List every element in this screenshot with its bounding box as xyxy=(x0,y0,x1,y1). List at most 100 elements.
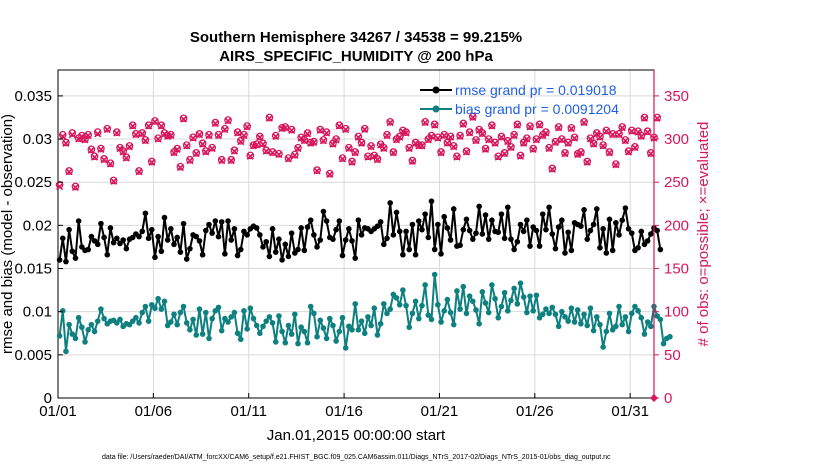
obs-evaluated-point xyxy=(195,131,204,139)
obs-evaluated-point xyxy=(510,132,518,140)
obs-possible-point xyxy=(500,149,509,157)
obs-possible-point xyxy=(395,132,404,141)
rmse-point xyxy=(489,217,495,223)
obs-possible-point xyxy=(557,135,566,143)
bias-series xyxy=(56,271,673,355)
bias-point xyxy=(393,295,400,301)
bias-point xyxy=(419,302,425,309)
obs-possible-point xyxy=(621,136,630,144)
rmse-point xyxy=(590,221,597,228)
obs-evaluated-point xyxy=(431,121,439,129)
bias-point xyxy=(206,335,212,342)
obs-evaluated-point xyxy=(609,131,617,139)
rmse-point xyxy=(342,237,349,243)
obs-possible-point xyxy=(125,142,134,150)
obs-evaluated-point xyxy=(268,149,277,157)
bias-point xyxy=(431,271,438,278)
bias-point xyxy=(543,306,549,312)
obs-possible-point xyxy=(360,124,369,133)
y-right-tick-label-0: 0 xyxy=(664,390,672,407)
rmse-point xyxy=(625,226,632,232)
rmse-point xyxy=(148,226,155,233)
rmse-point xyxy=(174,234,181,241)
bias-point xyxy=(508,297,514,304)
bias-point xyxy=(247,305,254,312)
obs-possible-point xyxy=(259,139,267,148)
bias-point xyxy=(323,335,330,342)
obs-evaluated-point xyxy=(84,132,92,140)
obs-evaluated-point xyxy=(494,153,502,161)
obs-possible-point xyxy=(62,138,70,147)
obs-evaluated-point xyxy=(472,137,480,145)
rmse-point xyxy=(450,206,457,212)
obs-evaluated-point xyxy=(141,137,149,145)
rmse-point xyxy=(94,241,101,248)
bias-point xyxy=(520,294,527,300)
obs-evaluated-point xyxy=(122,154,130,162)
obs-possible-point xyxy=(322,128,331,136)
rmse-point xyxy=(390,232,397,238)
rmse-point xyxy=(400,251,406,258)
obs-possible-point xyxy=(503,136,512,145)
obs-evaluated-point xyxy=(106,160,115,168)
obs-possible-point xyxy=(516,151,525,160)
x-tick-label-0: 01/01 xyxy=(39,403,77,420)
bias-point xyxy=(282,339,289,346)
bias-point xyxy=(209,315,215,322)
obs-evaluated-point xyxy=(628,127,636,135)
rmse-point xyxy=(425,234,432,241)
bias-point xyxy=(66,321,72,328)
obs-possible-point xyxy=(217,155,226,164)
obs-possible-point xyxy=(154,134,162,143)
bias-point xyxy=(622,314,629,320)
rmse-series xyxy=(56,198,664,265)
obs-possible-point xyxy=(246,151,255,160)
obs-possible-point xyxy=(618,123,627,131)
obs-possible-point xyxy=(65,167,73,175)
rmse-point xyxy=(419,226,425,233)
obs-possible-point xyxy=(240,130,248,139)
obs-evaluated-point xyxy=(59,132,67,141)
rmse-point xyxy=(495,229,502,236)
rmse-point xyxy=(593,206,600,212)
obs-evaluated-point xyxy=(631,144,639,152)
obs-evaluated-point xyxy=(564,139,572,147)
rmse-point xyxy=(104,251,111,258)
bias-point xyxy=(377,320,384,327)
rmse-point xyxy=(374,223,381,230)
obs-possible-point xyxy=(577,148,585,156)
obs-evaluated-point xyxy=(466,129,474,137)
y-axis-label-left: rmse and bias (model - observation) xyxy=(0,114,16,354)
bias-point xyxy=(288,331,295,337)
obs-evaluated-point xyxy=(157,122,165,130)
obs-evaluated-point xyxy=(583,158,591,166)
bias-point xyxy=(571,319,578,325)
bias-point xyxy=(568,305,575,312)
obs-evaluated-point xyxy=(408,157,416,166)
bias-point xyxy=(225,319,231,325)
rmse-point xyxy=(568,247,575,254)
x-tick-label-6: 01/31 xyxy=(611,403,649,420)
bias-point xyxy=(250,315,257,322)
bias-point xyxy=(485,309,492,316)
rmse-point xyxy=(120,237,126,243)
rmse-point xyxy=(613,219,619,226)
bias-point xyxy=(381,301,387,307)
obs-evaluated-point xyxy=(443,139,451,147)
rmse-point xyxy=(222,251,228,257)
obs-evaluated-point xyxy=(335,122,343,130)
obs-evaluated-point xyxy=(90,153,99,161)
obs-evaluated-point xyxy=(542,129,550,137)
obs-evaluated-point xyxy=(396,133,404,141)
bias-point xyxy=(396,301,403,308)
bias-point xyxy=(562,314,568,320)
obs-evaluated-point xyxy=(345,144,353,153)
obs-evaluated-point xyxy=(647,150,655,158)
y-left-tick-label-4: 0.02 xyxy=(23,217,52,234)
bias-point xyxy=(492,295,498,302)
rmse-point xyxy=(59,235,66,242)
bias-point xyxy=(457,306,463,312)
bias-point xyxy=(260,323,266,330)
rmse-point xyxy=(180,220,187,227)
